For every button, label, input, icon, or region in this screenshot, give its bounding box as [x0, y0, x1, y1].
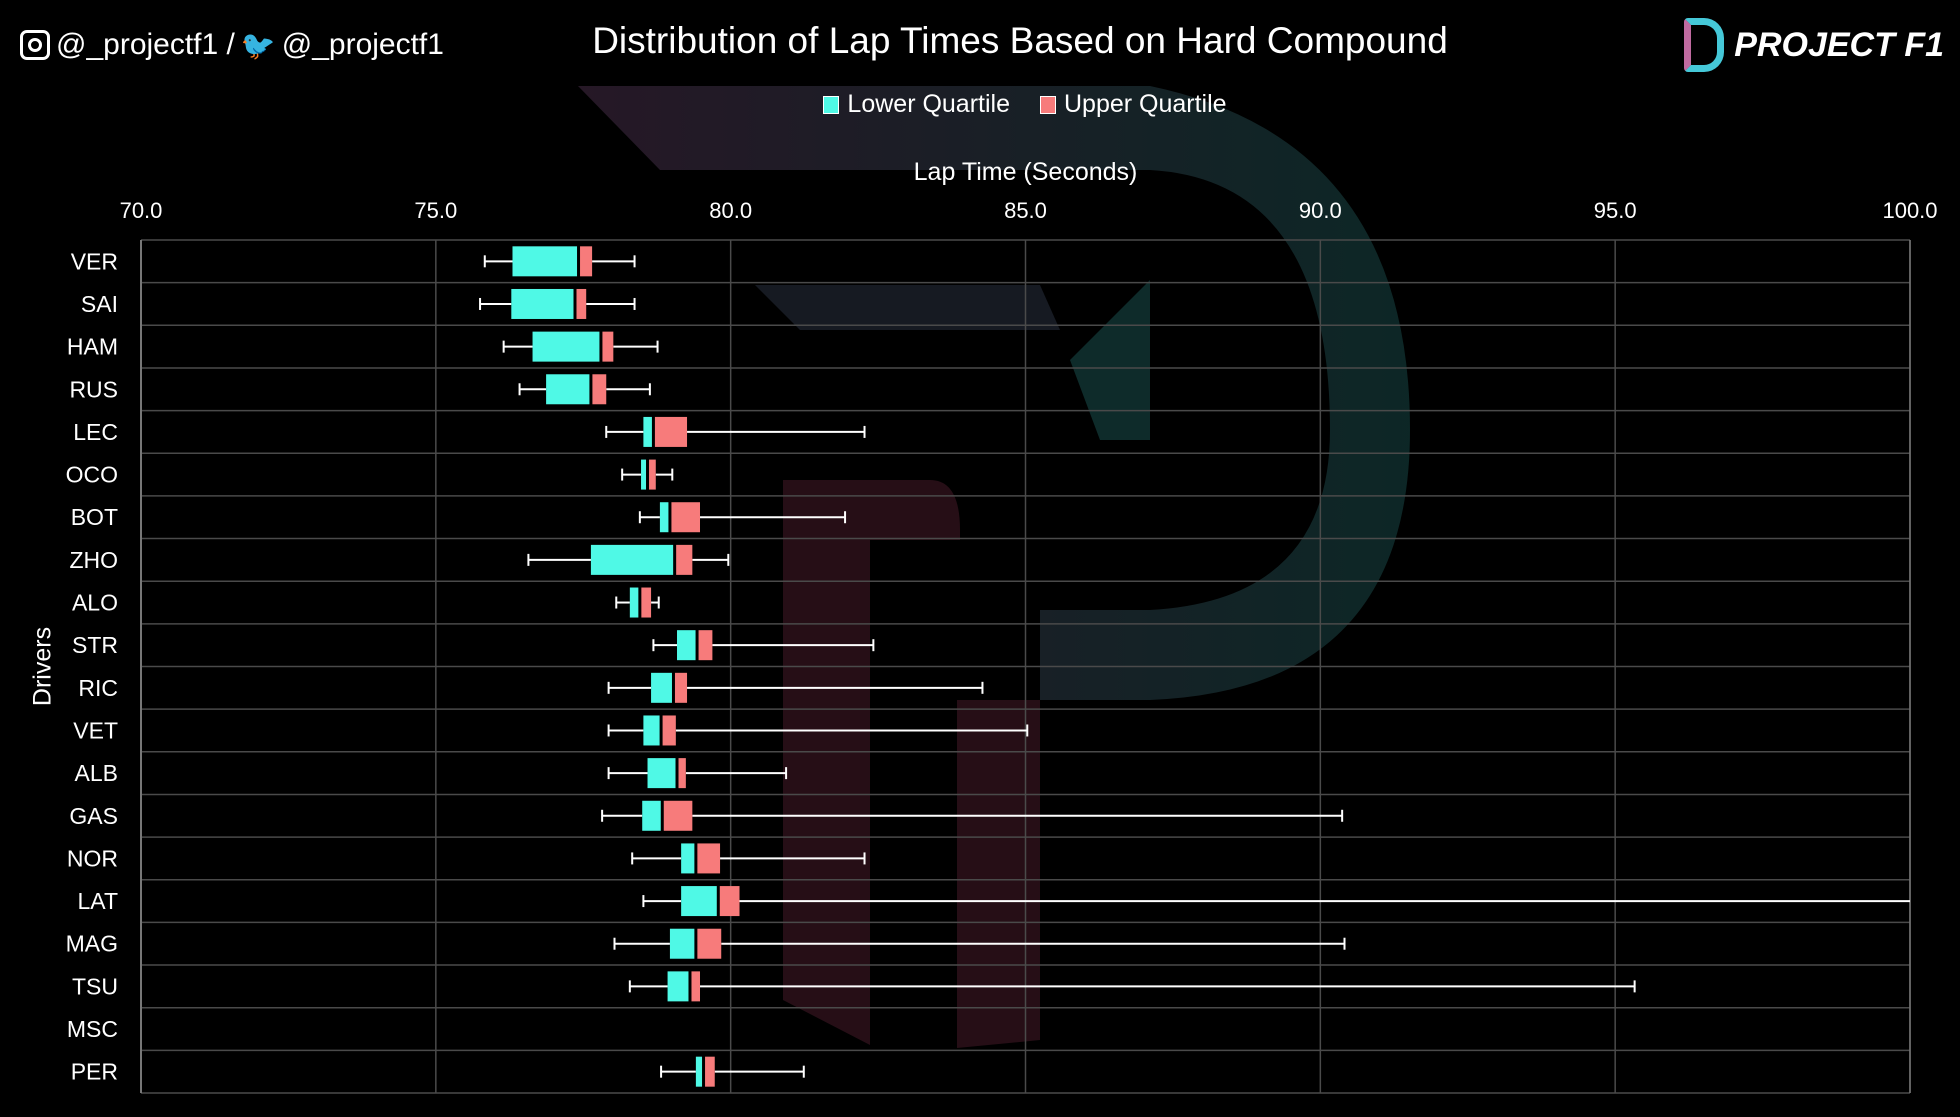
- box-lower-quartile: [532, 331, 600, 362]
- x-axis-title: Lap Time (Seconds): [913, 158, 1138, 186]
- driver-label: NOR: [67, 845, 118, 871]
- box-upper-quartile: [662, 715, 676, 746]
- box-lower-quartile: [642, 800, 661, 831]
- legend-swatch-upper: [1040, 95, 1056, 114]
- chart-title: Distribution of Lap Times Based on Hard …: [592, 20, 1448, 61]
- x-tick-label: 80.0: [709, 198, 752, 223]
- legend-lower-quartile: Lower Quartile: [823, 90, 1010, 119]
- box-lower-quartile: [643, 416, 652, 447]
- p1-logo-icon: [1684, 18, 1725, 72]
- driver-label: ZHO: [69, 547, 118, 573]
- twitter-icon: 🐦: [240, 29, 276, 61]
- instagram-icon: [20, 30, 50, 60]
- driver-label: BOT: [71, 504, 118, 530]
- legend-swatch-lower: [823, 95, 840, 114]
- box-lower-quartile: [667, 971, 689, 1002]
- box-upper-quartile: [691, 971, 701, 1002]
- legend: Lower Quartile Upper Quartile: [0, 90, 1960, 119]
- box-upper-quartile: [674, 672, 688, 703]
- box-upper-quartile: [576, 288, 587, 319]
- box-upper-quartile: [602, 331, 614, 362]
- driver-label: ALB: [75, 760, 118, 786]
- box-upper-quartile: [697, 928, 722, 959]
- legend-label-lower: Lower Quartile: [847, 90, 1010, 118]
- driver-label: ALO: [72, 590, 118, 616]
- x-tick-label: 85.0: [1004, 198, 1047, 223]
- box-upper-quartile: [592, 374, 607, 405]
- box-lower-quartile: [643, 715, 660, 746]
- driver-label: VER: [71, 248, 118, 274]
- box-lower-quartile: [511, 288, 574, 319]
- brand-logo: PROJECT F1: [1684, 18, 1944, 72]
- driver-label: MSC: [67, 1016, 118, 1042]
- social-handles: @_projectf1 / 🐦 @_projectf1: [20, 28, 444, 62]
- driver-label: HAM: [67, 334, 118, 360]
- driver-label: LEC: [73, 419, 118, 445]
- legend-label-upper: Upper Quartile: [1064, 90, 1227, 118]
- box-lower-quartile: [681, 886, 717, 917]
- box-lower-quartile: [546, 374, 590, 405]
- box-lower-quartile: [590, 544, 674, 575]
- box-lower-quartile: [641, 459, 647, 490]
- box-lower-quartile: [629, 587, 639, 618]
- driver-label: MAG: [66, 931, 118, 957]
- box-upper-quartile: [641, 587, 652, 618]
- box-upper-quartile: [654, 416, 688, 447]
- box-lower-quartile: [512, 246, 578, 277]
- box-lower-quartile: [659, 502, 669, 533]
- driver-label: PER: [71, 1059, 118, 1085]
- box-lower-quartile: [651, 672, 672, 703]
- driver-label: STR: [72, 632, 118, 658]
- box-upper-quartile: [678, 758, 686, 789]
- box-upper-quartile: [671, 502, 701, 533]
- box-upper-quartile: [649, 459, 656, 490]
- box-lower-quartile: [647, 758, 676, 789]
- box-lower-quartile: [669, 928, 695, 959]
- driver-label: RUS: [69, 376, 118, 402]
- box-upper-quartile: [676, 544, 693, 575]
- box-lower-quartile: [677, 630, 696, 661]
- driver-label: RIC: [78, 675, 118, 701]
- box-upper-quartile: [698, 630, 713, 661]
- box-upper-quartile: [719, 886, 740, 917]
- x-tick-label: 90.0: [1299, 198, 1342, 223]
- driver-label: OCO: [66, 462, 118, 488]
- driver-label: LAT: [78, 888, 118, 914]
- driver-label: TSU: [72, 973, 118, 999]
- box-upper-quartile: [697, 843, 721, 874]
- x-tick-label: 95.0: [1594, 198, 1637, 223]
- x-tick-label: 70.0: [120, 198, 163, 223]
- box-lower-quartile: [681, 843, 695, 874]
- brand-name: PROJECT F1: [1734, 25, 1944, 64]
- twitter-handle: @_projectf1: [281, 28, 444, 61]
- x-tick-label: 100.0: [1882, 198, 1937, 223]
- legend-upper-quartile: Upper Quartile: [1040, 90, 1227, 119]
- box-upper-quartile: [580, 246, 593, 277]
- instagram-handle: @_projectf1 /: [56, 28, 235, 61]
- box-upper-quartile: [705, 1056, 715, 1087]
- x-tick-label: 75.0: [414, 198, 457, 223]
- driver-label: SAI: [81, 291, 118, 317]
- box-lower-quartile: [695, 1056, 703, 1087]
- box-upper-quartile: [663, 800, 693, 831]
- driver-label: VET: [73, 717, 118, 743]
- driver-label: GAS: [69, 803, 118, 829]
